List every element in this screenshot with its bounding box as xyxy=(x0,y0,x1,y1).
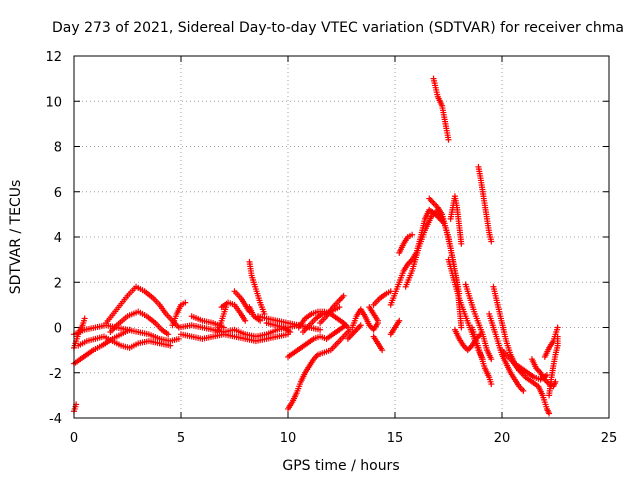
track-30 xyxy=(396,231,416,256)
data-point-6-32 xyxy=(165,331,172,338)
track-6 xyxy=(107,308,172,338)
y-tick-label-12: 12 xyxy=(45,50,62,65)
grid-lines xyxy=(74,56,609,418)
track-26 xyxy=(370,333,386,354)
track-9 xyxy=(178,331,291,345)
track-5 xyxy=(103,283,182,331)
track-21 xyxy=(299,304,343,336)
data-point-3-49 xyxy=(175,335,182,342)
track-40 xyxy=(486,310,527,394)
track-22 xyxy=(317,292,347,326)
x-tick-label-25: 25 xyxy=(601,431,618,446)
data-point-46-26 xyxy=(554,333,561,340)
data-point-21-20 xyxy=(336,304,343,311)
data-point-25-8 xyxy=(374,317,381,324)
y-tick-label-2: 2 xyxy=(54,276,62,291)
x-tick-label-20: 20 xyxy=(494,431,511,446)
track-44 xyxy=(528,356,559,390)
data-points xyxy=(71,75,561,417)
y-axis-label: SDTVAR / TECUs xyxy=(8,180,24,295)
data-point-45-15 xyxy=(554,324,561,331)
track-35 xyxy=(445,256,486,363)
track-39 xyxy=(475,163,495,245)
data-point-17-12 xyxy=(287,329,294,336)
x-tick-label-0: 0 xyxy=(70,431,78,446)
data-point-8-66 xyxy=(317,326,324,333)
track-19 xyxy=(285,322,349,360)
track-38 xyxy=(469,324,495,388)
track-0 xyxy=(71,401,80,415)
track-25 xyxy=(366,304,381,324)
track-34 xyxy=(447,193,465,247)
data-point-2-14 xyxy=(81,315,88,322)
track-43 xyxy=(509,358,553,417)
data-point-7-12 xyxy=(182,299,189,306)
plot-frame xyxy=(73,55,610,419)
track-46 xyxy=(546,333,561,399)
y-tick-label-4: 4 xyxy=(54,231,62,246)
data-point-39-33 xyxy=(488,238,495,245)
y-tick-label-6: 6 xyxy=(54,186,62,201)
track-12 xyxy=(218,299,249,324)
track-33 xyxy=(430,75,452,143)
data-point-38-26 xyxy=(488,381,495,388)
y-tick-label-0: 0 xyxy=(54,322,62,337)
track-11 xyxy=(214,304,229,336)
track-10 xyxy=(188,313,227,331)
track-13 xyxy=(231,288,253,315)
data-point-23-9 xyxy=(357,322,364,329)
data-point-33-28 xyxy=(445,136,452,143)
axis-ticks: 0 5 10 15 20 25 -4 -2 0 2 4 6 8 10 12 xyxy=(45,50,617,446)
data-point-26-8 xyxy=(379,347,386,354)
track-18 xyxy=(285,326,354,412)
y-tick-label--2: -2 xyxy=(49,367,62,382)
data-point-30-11 xyxy=(409,231,416,238)
data-point-4-43 xyxy=(167,342,174,349)
track-17 xyxy=(263,319,294,336)
data-point-34-31 xyxy=(458,240,465,247)
track-28 xyxy=(387,317,403,338)
track-37 xyxy=(462,281,495,363)
data-point-31-89 xyxy=(458,324,465,331)
track-36 xyxy=(451,326,484,354)
track-14 xyxy=(246,258,268,317)
x-axis-label: GPS time / hours xyxy=(282,458,399,474)
y-tick-label--4: -4 xyxy=(49,412,62,427)
data-point-40-39 xyxy=(520,387,527,394)
track-27 xyxy=(370,288,394,308)
data-point-28-8 xyxy=(396,317,403,324)
data-point-22-16 xyxy=(340,292,347,299)
x-tick-label-5: 5 xyxy=(177,431,185,446)
y-tick-label-8: 8 xyxy=(54,141,62,156)
track-23 xyxy=(344,322,364,342)
x-tick-label-10: 10 xyxy=(280,431,297,446)
data-point-43-31 xyxy=(546,410,553,417)
data-point-27-10 xyxy=(387,288,394,295)
y-tick-label-10: 10 xyxy=(45,95,62,110)
x-tick-label-15: 15 xyxy=(387,431,404,446)
data-point-12-16 xyxy=(242,317,249,324)
track-4 xyxy=(75,333,174,351)
track-24 xyxy=(349,306,381,333)
track-7 xyxy=(169,299,189,329)
data-point-37-34 xyxy=(488,356,495,363)
chart-title: Day 273 of 2021, Sidereal Day-to-day VTE… xyxy=(52,20,624,36)
